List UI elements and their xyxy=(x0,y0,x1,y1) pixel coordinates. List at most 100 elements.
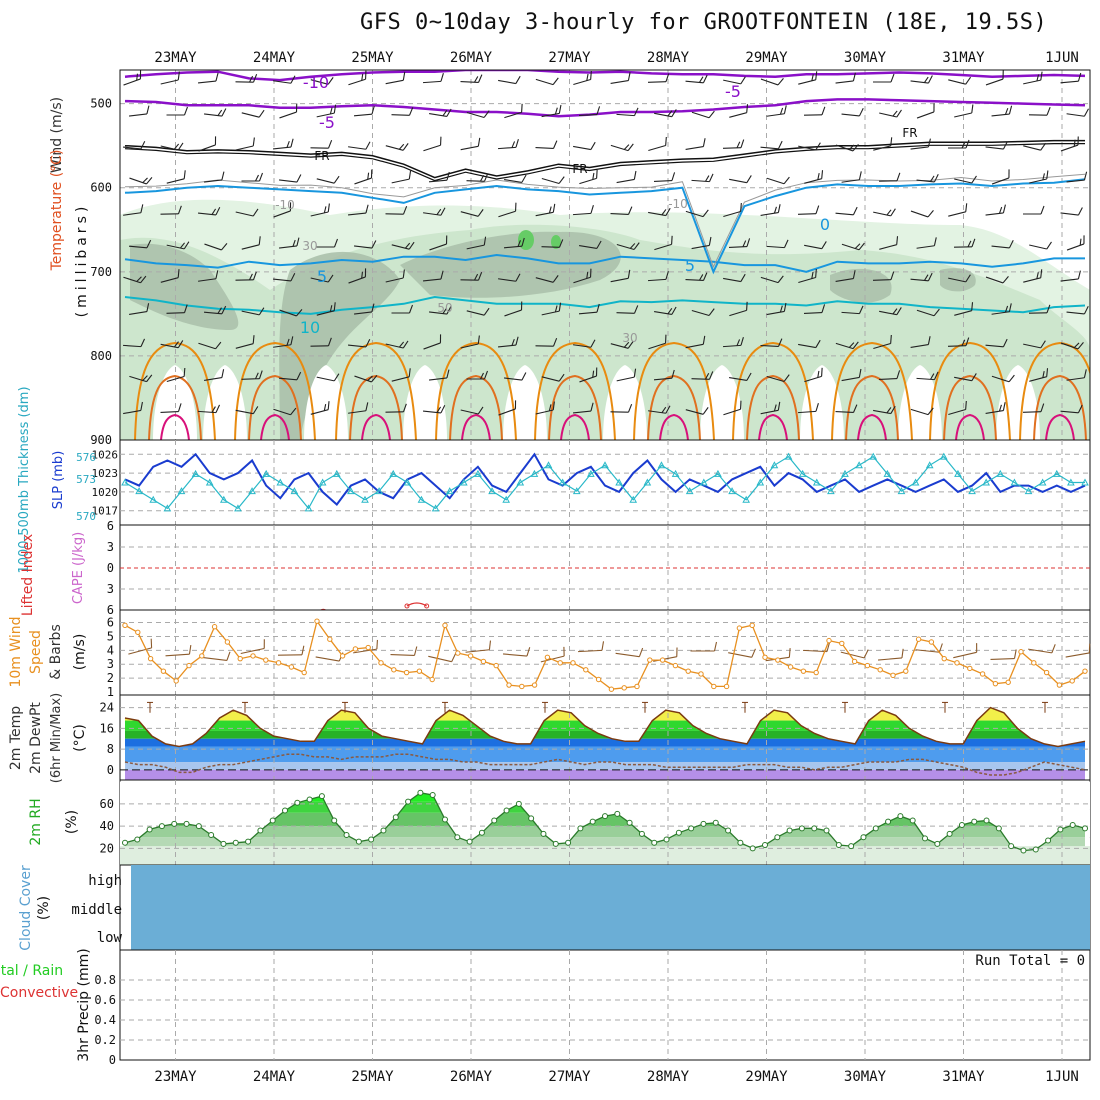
wind10-marker xyxy=(928,639,935,645)
wind-barb xyxy=(272,138,294,150)
thickness-marker xyxy=(234,504,242,512)
upper-ytick: 600 xyxy=(90,181,112,195)
label-temp2m-3: (6hr Min/Max) xyxy=(49,693,64,783)
wind-barb xyxy=(991,303,1012,315)
contour-zero xyxy=(124,178,1086,275)
wind-barb xyxy=(573,141,596,151)
wind10-marker xyxy=(941,655,947,662)
series-slp xyxy=(124,452,1086,506)
wind-barb xyxy=(579,367,598,383)
thickness-marker xyxy=(996,469,1005,477)
wind-barb xyxy=(647,73,670,83)
thickness-marker xyxy=(502,495,511,503)
wind10-marker xyxy=(199,653,205,659)
thickness-marker xyxy=(530,469,539,477)
thickness-marker xyxy=(445,487,454,495)
rh-marker xyxy=(798,825,805,832)
label-upper-temp: Temperature (°C) xyxy=(49,150,65,272)
date-label-bottom: 27MAY xyxy=(548,1069,591,1085)
wind-barb xyxy=(1066,306,1089,315)
wind-barb xyxy=(391,241,415,250)
rh-marker xyxy=(971,818,978,825)
date-label-bottom: 31MAY xyxy=(942,1069,985,1085)
wind-barb xyxy=(1060,207,1083,216)
contour-label: 30 xyxy=(622,331,637,345)
rh-marker xyxy=(651,839,658,846)
wind-barb xyxy=(872,271,895,281)
wind10-marker xyxy=(685,668,691,674)
rh-marker xyxy=(897,813,904,820)
wind-barb xyxy=(685,209,709,218)
cloud-level-label: low xyxy=(97,930,123,946)
wind-barb xyxy=(122,338,146,348)
wind-barb xyxy=(798,142,821,151)
rh-marker xyxy=(134,836,141,843)
date-label-bottom: 24MAY xyxy=(253,1069,296,1085)
wind-barb xyxy=(616,368,637,382)
cloud-level-label: middle xyxy=(71,902,122,918)
wind10-barb xyxy=(277,645,305,656)
wind-barb xyxy=(841,242,865,251)
wind-barb xyxy=(422,405,446,414)
wind-barb xyxy=(1028,304,1051,314)
contour-20c xyxy=(449,374,503,440)
wind-barb xyxy=(541,104,562,118)
series-wind10m xyxy=(124,619,1086,690)
thickness-marker xyxy=(1038,478,1047,486)
wind-barb xyxy=(685,407,709,415)
rh-marker xyxy=(749,845,756,852)
wind-barb xyxy=(310,140,333,149)
wind-barb xyxy=(160,340,184,349)
cape-ytick: 6 xyxy=(107,603,114,617)
upper-air-panel: -10 -5 -5 FR FR FR 0 5 5 10 -10 30 30 50 -10 500 600 700… xyxy=(90,69,1091,447)
wind10-marker xyxy=(1031,660,1037,666)
wind-barb xyxy=(129,176,153,185)
wind-barb xyxy=(723,202,742,218)
wind-barb xyxy=(273,202,292,218)
wind10-marker xyxy=(275,660,282,666)
wind-barb xyxy=(729,301,748,317)
rh-marker xyxy=(995,825,1002,832)
wind-barb xyxy=(279,103,298,119)
rh-marker xyxy=(158,823,165,830)
wind-barb xyxy=(498,202,517,218)
thickness-marker xyxy=(798,469,807,477)
contour-25c xyxy=(1045,413,1075,440)
wind-barb xyxy=(541,239,564,248)
thickness-marker xyxy=(812,478,821,486)
contour-20c xyxy=(548,374,602,440)
wind-barb xyxy=(1022,403,1045,413)
contour-freezing xyxy=(124,139,1085,179)
wind-barb xyxy=(391,368,411,382)
wind-barb xyxy=(166,106,189,116)
wind10-marker xyxy=(672,662,679,669)
wind-barb xyxy=(948,203,968,217)
label-upper-pressure: (millibars) xyxy=(74,203,90,318)
rh-marker xyxy=(540,830,547,837)
temp2m-panel: 0 8 16 24 xyxy=(100,694,1091,781)
wind-barb xyxy=(241,109,265,118)
wind10-barb xyxy=(690,641,718,652)
thickness-marker xyxy=(827,487,835,495)
wind-barb xyxy=(316,238,339,248)
wind-barb xyxy=(241,172,264,182)
wind-barb xyxy=(648,405,671,414)
wind-barb xyxy=(1060,404,1083,414)
wind-barb xyxy=(610,269,631,283)
wind-barb xyxy=(429,108,452,117)
wind10-marker xyxy=(1056,682,1063,688)
wind-ytick: 4 xyxy=(107,643,114,657)
wind-barb xyxy=(241,370,263,380)
wind-barb xyxy=(279,308,303,317)
contour-15c xyxy=(831,341,913,440)
date-label-bottom: 28MAY xyxy=(647,1069,690,1085)
rh-marker xyxy=(688,825,695,832)
wind10-marker xyxy=(800,668,807,674)
label-rh2m-units: (%) xyxy=(64,810,80,834)
wind-barb xyxy=(272,273,296,282)
wind-barb xyxy=(954,175,977,184)
cloud-panel: high middle low xyxy=(71,864,1091,951)
wind-barb xyxy=(235,406,259,415)
wind-barb xyxy=(354,374,378,383)
li-marker xyxy=(404,603,410,609)
